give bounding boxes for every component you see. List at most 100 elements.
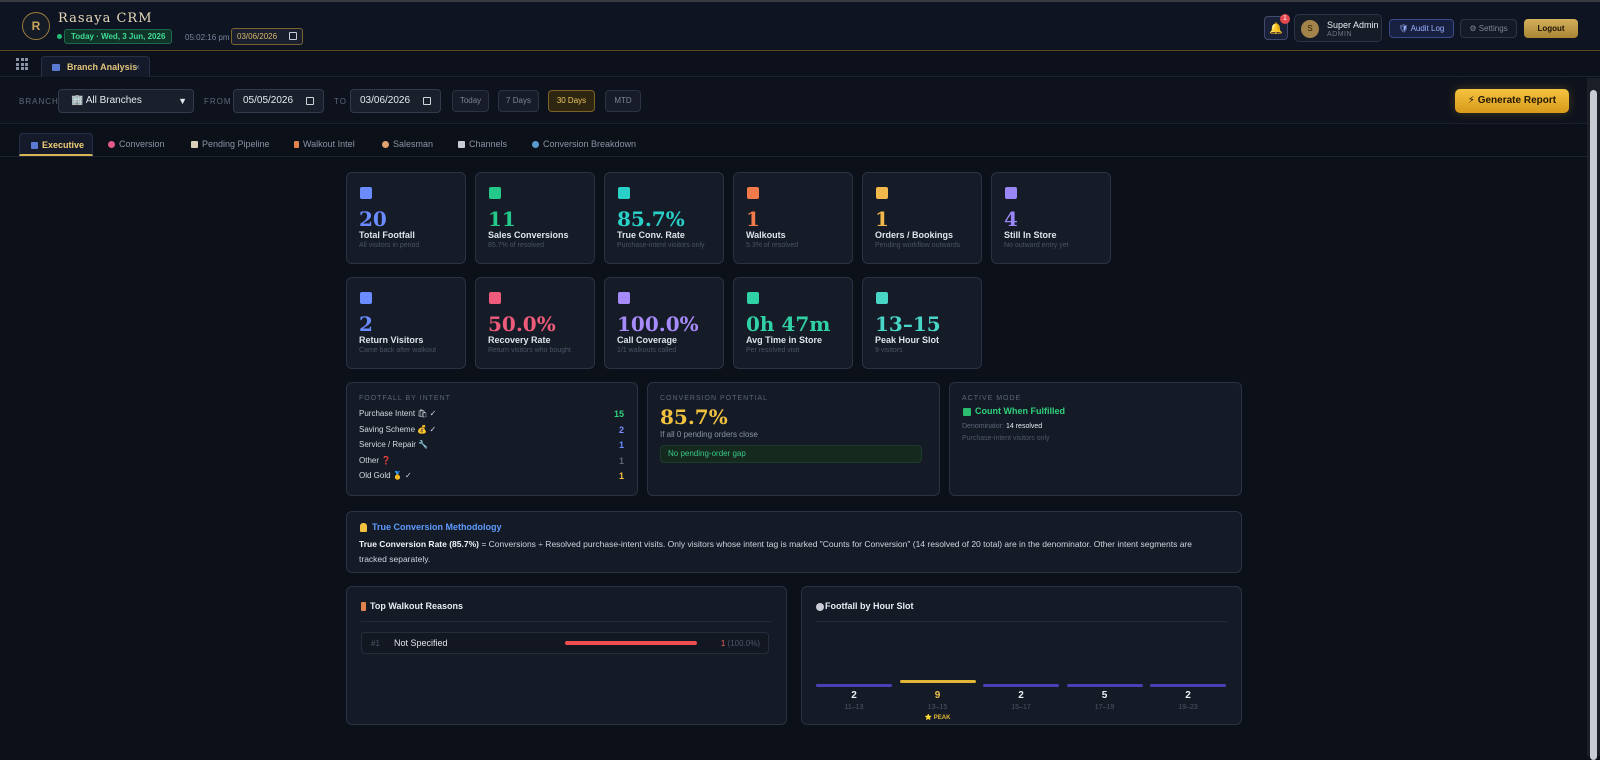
phone-icon [618, 292, 630, 304]
to-date-input[interactable]: 03/06/2026 [350, 89, 441, 113]
quick-today-button[interactable]: Today [452, 90, 489, 112]
methodology-body: = Conversions ÷ Resolved purchase-intent… [359, 539, 1192, 564]
tab-label: Conversion Breakdown [543, 139, 637, 149]
quick-30-days-button[interactable]: 30 Days [548, 90, 595, 112]
kpi-card-avg-time-in-store[interactable]: 0h 47m Avg Time in Store Per resolved visi… [733, 277, 853, 369]
kpi-value: 50.0% [488, 312, 556, 336]
quick-7-days-button[interactable]: 7 Days [498, 90, 539, 112]
kpi-label: Avg Time in Store [746, 335, 823, 345]
hour-slot-bar [1150, 684, 1226, 687]
kpi-sub: Pending workflow outwards [875, 242, 961, 249]
tab-executive[interactable]: Executive [19, 133, 93, 156]
tab-conversion[interactable]: Conversion [108, 133, 165, 156]
panel-title: FOOTFALL BY INTENT [359, 395, 451, 402]
kpi-card-true-conv-rate[interactable]: 85.7% True Conv. Rate Purchase-intent visi… [604, 172, 724, 264]
hour-slot-bar [1066, 684, 1143, 687]
kpi-label: Peak Hour Slot [875, 335, 940, 345]
tab-branch-analysis[interactable]: Branch Analysis × [41, 56, 150, 77]
intent-label: Saving Scheme 💰 ✓ [359, 424, 437, 434]
kpi-label: Still In Store [1004, 230, 1057, 240]
conversion-potential-panel: CONVERSION POTENTIAL 85.7% If all 0 pend… [647, 382, 940, 496]
tab-salesman[interactable]: Salesman [382, 133, 433, 156]
kpi-card-call-coverage[interactable]: 100.0% Call Coverage 1/1 walkouts called [604, 277, 724, 369]
calendar-icon[interactable] [423, 97, 431, 105]
check-icon [963, 408, 971, 416]
kpi-sub: Per resolved visit [746, 347, 800, 354]
pending-gap-badge: No pending-order gap [660, 445, 922, 463]
kpi-value: 100.0% [617, 312, 699, 336]
tab-conversion-breakdown[interactable]: Conversion Breakdown [532, 133, 636, 156]
reason-pct: (100.0%) [727, 639, 760, 648]
kpi-value: 0h 47m [746, 312, 831, 336]
hour-slot-value: 2 [1185, 690, 1191, 701]
logout-button[interactable]: Logout [1524, 19, 1578, 38]
kpi-card-return-visitors[interactable]: 2 Return Visitors Came back after walkout [346, 277, 466, 369]
kpi-card-sales-conversions[interactable]: 11 Sales Conversions 85.7% of resolved [475, 172, 595, 264]
branch-select[interactable]: 🏢 All Branches ▼ [58, 89, 194, 113]
kpi-sub: All visitors in period [359, 242, 420, 249]
kpi-sub: 5.3% of resolved [746, 242, 799, 249]
tab-label: Executive [42, 140, 85, 150]
hour-slot-label: 11–13 [844, 704, 864, 711]
intent-row: Old Gold 🥇 ✓ 1 [359, 471, 624, 485]
kpi-card-total-footfall[interactable]: 20 Total Footfall All visitors in period [346, 172, 466, 264]
intent-value: 1 [618, 455, 624, 466]
calendar-icon[interactable] [289, 32, 297, 40]
check-icon [489, 187, 501, 199]
settings-button[interactable]: ⚙ Settings [1460, 19, 1517, 38]
kpi-card-peak-hour-slot[interactable]: 13–15 Peak Hour Slot 9 visitors [862, 277, 982, 369]
close-tab-icon[interactable]: × [134, 62, 140, 72]
kpi-card-recovery-rate[interactable]: 50.0% Recovery Rate Return visitors who bo… [475, 277, 595, 369]
denominator-value: 14 resolved [1005, 423, 1043, 430]
header-date-input[interactable]: 03/06/2026 [231, 28, 303, 45]
building-icon: 🏢 [71, 95, 86, 106]
person-icon [382, 141, 389, 148]
intent-label: Other ❓ [359, 455, 392, 465]
intent-label: Purchase Intent 🛍 ✓ [359, 409, 437, 418]
hour-slot-15-17: 2 15–17 [983, 680, 1059, 720]
clipboard-icon [876, 187, 888, 199]
kpi-label: Return Visitors [359, 335, 424, 345]
kpi-card-walkouts[interactable]: 1 Walkouts 5.3% of resolved [733, 172, 853, 264]
calendar-icon[interactable] [306, 97, 314, 105]
hour-slot-value: 2 [851, 690, 857, 701]
page-scrollbar[interactable] [1587, 78, 1600, 760]
panel-title: ACTIVE MODE [962, 395, 1022, 402]
broadcast-icon [458, 141, 465, 148]
reason-count: 1 (100.0%) [721, 639, 760, 648]
people-icon [360, 187, 372, 199]
tab-label: Conversion [119, 139, 165, 149]
scrollbar-thumb[interactable] [1590, 90, 1597, 760]
user-menu[interactable]: S Super Admin ADMIN [1294, 14, 1382, 42]
kpi-value: 4 [1004, 207, 1018, 231]
brand-logo[interactable]: R [22, 12, 50, 40]
branch-label: BRANCH [19, 97, 59, 106]
conversion-potential-value: 85.7% [660, 405, 728, 429]
from-date-input[interactable]: 05/05/2026 [233, 89, 324, 113]
return-icon [360, 292, 372, 304]
peak-badge: ⭐ PEAK [924, 715, 951, 721]
tab-label: Branch Analysis [67, 62, 138, 72]
intent-label: Service / Repair 🔧 [359, 440, 429, 449]
tab-pending-pipeline[interactable]: Pending Pipeline [191, 133, 270, 156]
from-date-value: 05/05/2026 [243, 95, 294, 106]
list-item[interactable]: #1 Not Specified 1 (100.0%) [361, 632, 769, 654]
kpi-card-orders-bookings[interactable]: 1 Orders / Bookings Pending workflow outwa… [862, 172, 982, 264]
kpi-card-still-in-store[interactable]: 4 Still In Store No outward entry yet [991, 172, 1111, 264]
hour-slot-bar [816, 684, 892, 687]
kpi-label: Orders / Bookings [875, 230, 954, 240]
kpi-label: Total Footfall [359, 230, 415, 240]
tab-label: Channels [469, 139, 508, 149]
hour-slot-19-23: 2 19–23 [1150, 680, 1226, 720]
intent-row: Other ❓ 1 [359, 456, 624, 470]
generate-report-button[interactable]: ⚡ Generate Report [1455, 89, 1569, 113]
quick-mtd-button[interactable]: MTD [605, 90, 641, 112]
methodology-title: True Conversion Methodology [372, 522, 502, 532]
report-tabs [0, 124, 1587, 157]
tab-label: Walkout Intel [303, 139, 355, 149]
audit-log-button[interactable]: 🛡 Audit Log [1389, 19, 1454, 38]
apps-grid-icon[interactable] [16, 58, 28, 70]
tab-channels[interactable]: Channels [458, 133, 507, 156]
tab-walkout-intel[interactable]: Walkout Intel [294, 133, 355, 156]
rank-label: #1 [371, 639, 380, 648]
